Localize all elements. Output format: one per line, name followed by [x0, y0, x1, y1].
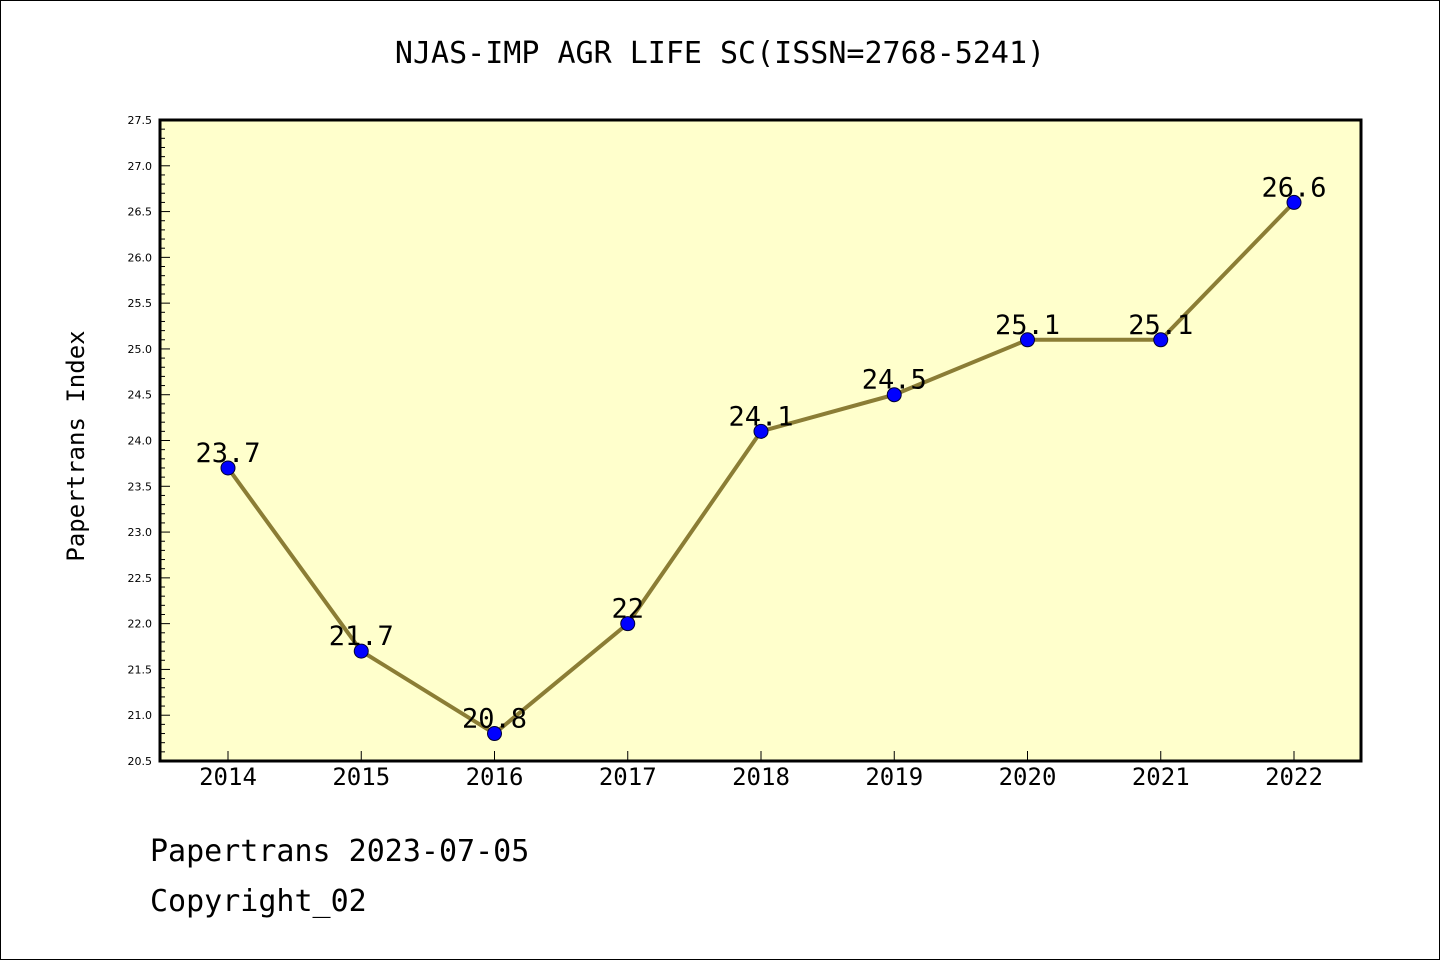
plot-area	[158, 118, 1363, 763]
y-tick-label: 21.0	[128, 709, 153, 722]
data-point	[1153, 332, 1169, 348]
data-label: 26.6	[1261, 172, 1326, 203]
y-tick-label: 23.0	[128, 526, 153, 539]
y-tick-label: 27.5	[128, 114, 153, 127]
data-label: 25.1	[995, 310, 1060, 341]
x-tick-label: 2016	[466, 763, 524, 791]
data-point	[1020, 332, 1035, 348]
y-tick-label: 25.0	[128, 343, 153, 356]
data-point	[753, 423, 769, 439]
y-tick-label: 24.5	[128, 389, 153, 402]
data-label: 24.1	[728, 401, 793, 432]
data-label: 25.1	[1128, 310, 1193, 341]
data-label: 21.7	[329, 621, 394, 652]
y-tick-label: 24.0	[128, 435, 153, 448]
y-tick-label: 25.5	[128, 297, 153, 310]
data-point	[620, 616, 636, 632]
footer-date: Papertrans 2023-07-05	[150, 834, 530, 869]
data-label: 23.7	[195, 438, 260, 469]
y-tick-label: 22.0	[128, 618, 153, 631]
x-tick-label: 2014	[199, 763, 257, 791]
data-point	[220, 460, 236, 476]
x-tick-label: 2022	[1265, 763, 1323, 791]
x-tick-label: 2019	[865, 763, 923, 791]
y-tick-label: 21.5	[128, 663, 153, 676]
data-point	[353, 643, 369, 659]
x-tick-label: 2018	[732, 763, 790, 791]
footer-copyright: Copyright_02	[150, 884, 367, 919]
data-label: 22	[611, 594, 644, 625]
y-tick-label: 22.5	[128, 572, 153, 585]
y-tick-label: 26.5	[128, 206, 153, 219]
data-point	[1286, 194, 1302, 210]
y-tick-label: 23.5	[128, 480, 153, 493]
y-tick-label: 20.5	[128, 755, 153, 768]
data-point	[487, 726, 502, 742]
x-tick-label: 2020	[999, 763, 1057, 791]
data-point	[886, 387, 902, 403]
y-tick-label: 26.0	[128, 251, 153, 264]
y-tick-label: 27.0	[128, 160, 153, 173]
data-label: 20.8	[462, 704, 527, 735]
chart-title: NJAS-IMP AGR LIFE SC(ISSN=2768-5241)	[394, 36, 1046, 71]
x-tick-label: 2021	[1132, 763, 1190, 791]
data-label: 24.5	[862, 365, 927, 396]
x-tick-label: 2015	[332, 763, 390, 791]
x-tick-label: 2017	[599, 763, 657, 791]
